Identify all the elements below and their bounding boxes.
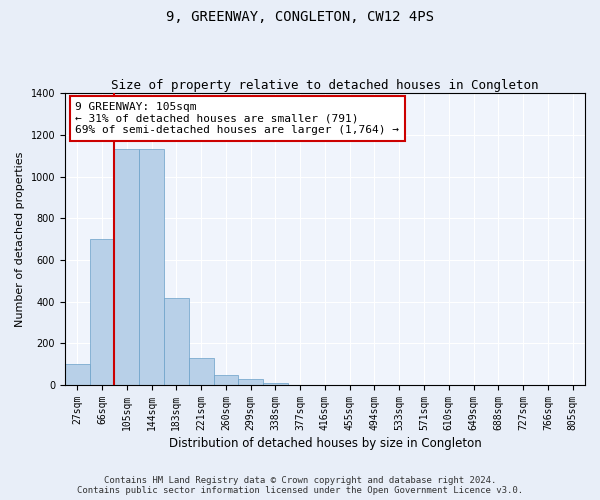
Bar [263,383,288,385]
Bar [139,150,164,385]
Bar [214,374,238,385]
Bar [115,150,139,385]
Title: Size of property relative to detached houses in Congleton: Size of property relative to detached ho… [111,79,539,92]
X-axis label: Distribution of detached houses by size in Congleton: Distribution of detached houses by size … [169,437,481,450]
Bar [164,298,189,385]
Text: Contains HM Land Registry data © Crown copyright and database right 2024.
Contai: Contains HM Land Registry data © Crown c… [77,476,523,495]
Text: 9, GREENWAY, CONGLETON, CW12 4PS: 9, GREENWAY, CONGLETON, CW12 4PS [166,10,434,24]
Bar [65,364,89,385]
Y-axis label: Number of detached properties: Number of detached properties [15,152,25,327]
Bar [238,379,263,385]
Bar [89,239,115,385]
Text: 9 GREENWAY: 105sqm
← 31% of detached houses are smaller (791)
69% of semi-detach: 9 GREENWAY: 105sqm ← 31% of detached hou… [76,102,400,135]
Bar [189,358,214,385]
